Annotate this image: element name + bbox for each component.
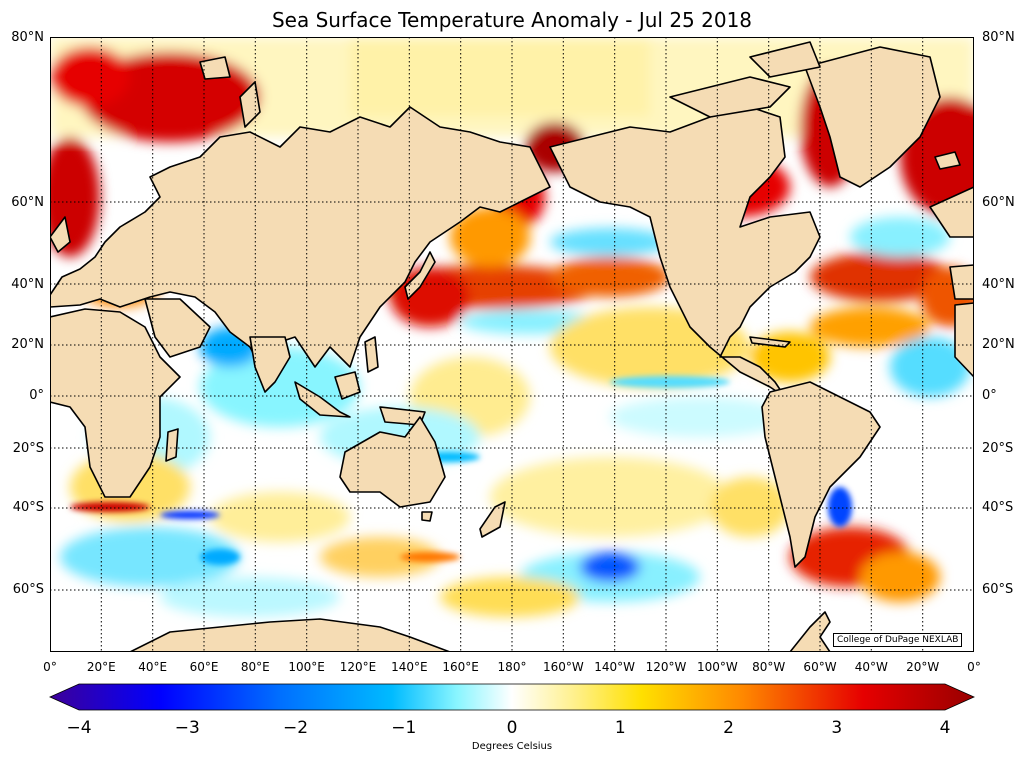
colorbar-tick-label: −2	[282, 718, 309, 738]
land-tasmania	[421, 511, 433, 522]
map-title: Sea Surface Temperature Anomaly - Jul 25…	[271, 8, 753, 32]
lon-label: 80°E	[240, 660, 270, 674]
land-japan	[404, 251, 436, 300]
land-ellesmere	[749, 41, 821, 78]
lon-label: 60°W	[803, 660, 837, 674]
land-australia	[339, 416, 446, 508]
map-border	[50, 37, 974, 652]
colorbar	[49, 683, 975, 711]
lat-label-left-20s: 20°S	[12, 441, 44, 456]
lon-label: 20°E	[86, 660, 116, 674]
lon-label: 120°E	[339, 660, 377, 674]
lon-label: 160°W	[542, 660, 584, 674]
colorbar-tick-label: 0	[506, 718, 518, 738]
land-iberia	[949, 264, 974, 300]
land-northamerica	[549, 106, 821, 398]
colorbar-tick-label: 1	[614, 718, 626, 738]
land-africa-east	[954, 302, 974, 378]
lon-label: 80°W	[752, 660, 786, 674]
land-canadian-arctic	[669, 76, 791, 118]
lon-label: 160°E	[442, 660, 479, 674]
lat-label-left-60n: 60°N	[11, 195, 44, 210]
land-africa	[50, 308, 181, 498]
lon-label: 20°W	[906, 660, 940, 674]
lat-label-right-20s: 20°S	[982, 441, 1014, 456]
land-greenland	[804, 46, 941, 188]
lat-label-left-40s: 40°S	[12, 500, 44, 515]
land-newzealand	[479, 501, 506, 538]
anomaly-streaks	[70, 376, 852, 565]
land-madagascar	[165, 428, 179, 462]
land-iceland	[934, 151, 961, 170]
colorbar-label: Degrees Celsius	[471, 741, 553, 752]
colorbar-tick-label: 3	[831, 718, 843, 738]
lat-label-right-60n: 60°N	[982, 195, 1015, 210]
lon-label: 100°W	[696, 660, 738, 674]
lat-label-right-20n: 20°N	[982, 337, 1015, 352]
lat-label-left-40n: 40°N	[11, 277, 44, 292]
lon-label: 140°E	[391, 660, 428, 674]
lat-label-right-40s: 40°S	[982, 500, 1014, 515]
credit-label: College of DuPage NEXLAB	[833, 633, 963, 647]
lon-label: 0°	[43, 660, 57, 674]
colorbar-tick-label: −4	[66, 718, 92, 738]
lon-label: 100°E	[288, 660, 325, 674]
land-svalbard	[199, 56, 231, 80]
colorbar-tick-label: 2	[723, 718, 734, 738]
land-indonesia	[294, 381, 351, 418]
lat-label-right-0: 0°	[982, 388, 997, 403]
lat-label-left-80n: 80°N	[11, 30, 44, 45]
land-arabia	[144, 298, 211, 358]
landmasses	[50, 41, 974, 652]
lat-label-left-60s: 60°S	[12, 582, 44, 597]
land-antarctica	[129, 618, 451, 652]
land-scandinavia-east	[929, 186, 974, 238]
colorbar-bar	[49, 683, 975, 711]
land-india	[249, 336, 291, 393]
lat-label-right-40n: 40°N	[982, 277, 1015, 292]
lon-label: 40°E	[138, 660, 168, 674]
lat-label-left-20n: 20°N	[11, 337, 44, 352]
lon-label: 60°E	[189, 660, 219, 674]
lat-label-right-60s: 60°S	[982, 582, 1014, 597]
lon-label: 140°W	[594, 660, 636, 674]
colorbar-tick-label: 4	[939, 718, 951, 738]
lon-label: 0°	[967, 660, 981, 674]
lon-label: 180°	[497, 660, 527, 674]
land-eurasia	[50, 106, 551, 368]
lat-label-right-80n: 80°N	[982, 30, 1015, 45]
lon-label: 40°W	[854, 660, 888, 674]
land-cuba	[749, 336, 791, 348]
colorbar-tick-label: −3	[174, 718, 200, 738]
lon-label: 120°W	[645, 660, 687, 674]
colorbar-tick-label: −1	[391, 718, 417, 738]
lat-label-left-0: 0°	[29, 388, 44, 403]
land-britain	[50, 216, 71, 253]
sst-anomaly-map	[50, 37, 974, 652]
land-philippines	[364, 336, 379, 373]
land-borneo	[334, 371, 361, 400]
graticule	[50, 37, 974, 652]
